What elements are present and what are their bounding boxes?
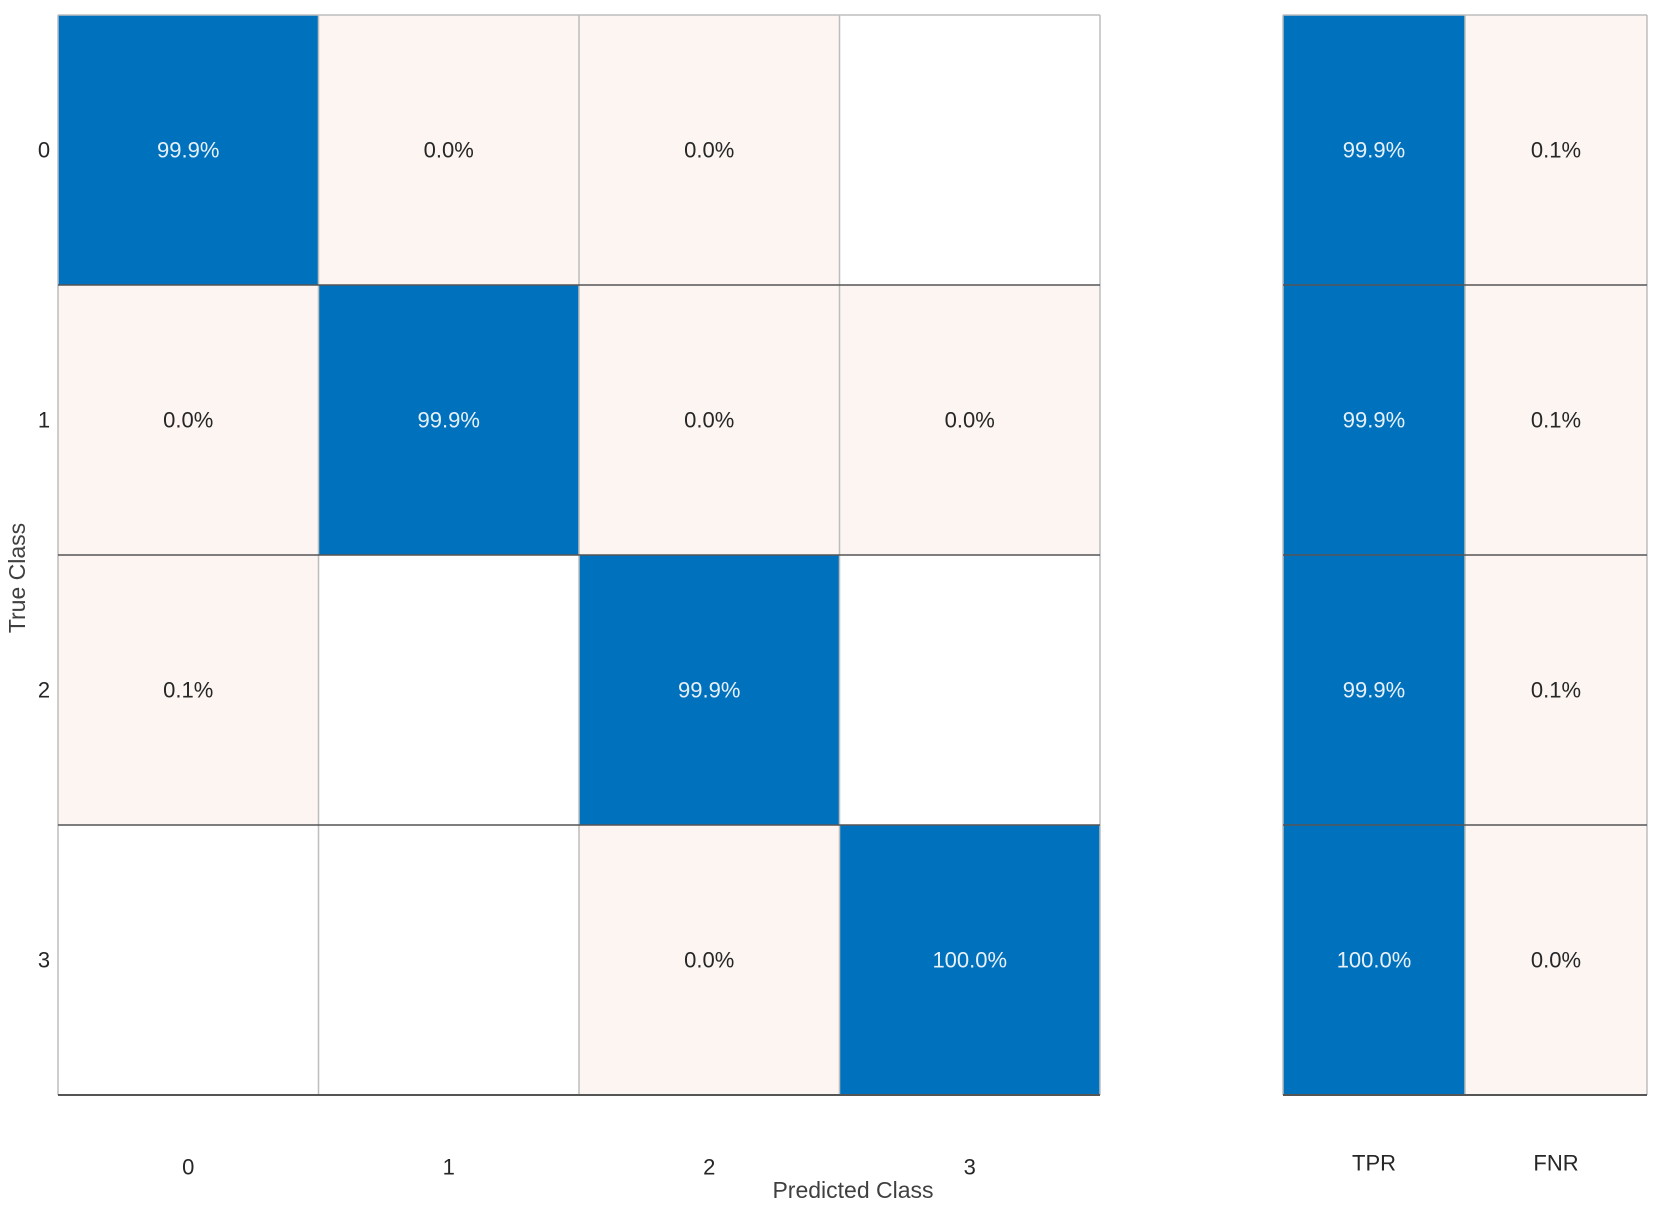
x-tick-label: 3 (964, 1155, 976, 1180)
matrix-cell-2-2 (579, 555, 840, 825)
summary-cell-2-1 (1465, 555, 1647, 825)
cell-label-3-3: 100.0% (932, 948, 1007, 973)
matrix-cell-2-3 (839, 555, 1100, 825)
y-tick-label: 0 (38, 138, 50, 163)
matrix-cell-3-3 (839, 825, 1100, 1095)
summary-cell-2-0 (1283, 555, 1465, 825)
cell-label-1-0: 0.0% (163, 408, 213, 433)
cell-label-0-2: 0.0% (684, 138, 734, 163)
summary-label-0-1: 0.1% (1531, 138, 1581, 163)
summary-cell-1-0 (1283, 285, 1465, 555)
summary-column-label: FNR (1533, 1151, 1578, 1176)
y-axis-label: True Class (4, 523, 30, 633)
cell-label-3-2: 0.0% (684, 948, 734, 973)
summary-label-1-0: 99.9% (1343, 408, 1405, 433)
cell-label-2-2: 99.9% (678, 678, 740, 703)
summary-label-0-0: 99.9% (1343, 138, 1405, 163)
summary-label-3-1: 0.0% (1531, 948, 1581, 973)
main-matrix: 99.9% 0.0% 0.0% 0.0% 99.9% 0.0% 0.0% 0.1% 99.9% 0… (57, 14, 1101, 1096)
y-tick-label: 3 (38, 948, 50, 973)
matrix-cell-3-0 (58, 825, 319, 1095)
summary-cell-0-0 (1283, 15, 1465, 285)
summary-cell-1-1 (1465, 285, 1647, 555)
matrix-cell-0-0 (58, 15, 319, 285)
summary-cell-3-1 (1465, 825, 1647, 1095)
matrix-cell-3-1 (318, 825, 579, 1095)
matrix-cell-0-2 (579, 15, 840, 285)
x-tick-label: 1 (443, 1155, 455, 1180)
matrix-cell-1-3 (839, 285, 1100, 555)
summary-label-1-1: 0.1% (1531, 408, 1581, 433)
summary-matrix: 99.9% 0.1% 99.9% 0.1% 99.9% 0.1% 100.0% 0.0% (1282, 14, 1648, 1096)
tick-labels: 0 1 2 3 0 1 2 3 TPR FNR (38, 138, 1579, 1180)
summary-cell-3-0 (1283, 825, 1465, 1095)
x-tick-label: 2 (703, 1155, 715, 1180)
y-tick-label: 2 (38, 678, 50, 703)
matrix-cell-1-2 (579, 285, 840, 555)
y-tick-label: 1 (38, 408, 50, 433)
x-axis-label: Predicted Class (772, 1177, 933, 1203)
cell-label-1-3: 0.0% (945, 408, 995, 433)
cell-label-0-1: 0.0% (424, 138, 474, 163)
cell-label-1-2: 0.0% (684, 408, 734, 433)
cell-label-2-0: 0.1% (163, 678, 213, 703)
summary-label-2-1: 0.1% (1531, 678, 1581, 703)
cell-label-1-1: 99.9% (418, 408, 480, 433)
summary-cell-0-1 (1465, 15, 1647, 285)
summary-label-3-0: 100.0% (1337, 948, 1412, 973)
matrix-cell-0-3 (839, 15, 1100, 285)
cell-label-0-0: 99.9% (157, 138, 219, 163)
matrix-cell-2-0 (58, 555, 319, 825)
summary-label-2-0: 99.9% (1343, 678, 1405, 703)
matrix-cell-0-1 (318, 15, 579, 285)
matrix-cell-3-2 (579, 825, 840, 1095)
matrix-cell-1-0 (58, 285, 319, 555)
matrix-cell-1-1 (318, 285, 579, 555)
summary-column-label: TPR (1352, 1151, 1396, 1176)
matrix-cell-2-1 (318, 555, 579, 825)
x-tick-label: 0 (182, 1155, 194, 1180)
